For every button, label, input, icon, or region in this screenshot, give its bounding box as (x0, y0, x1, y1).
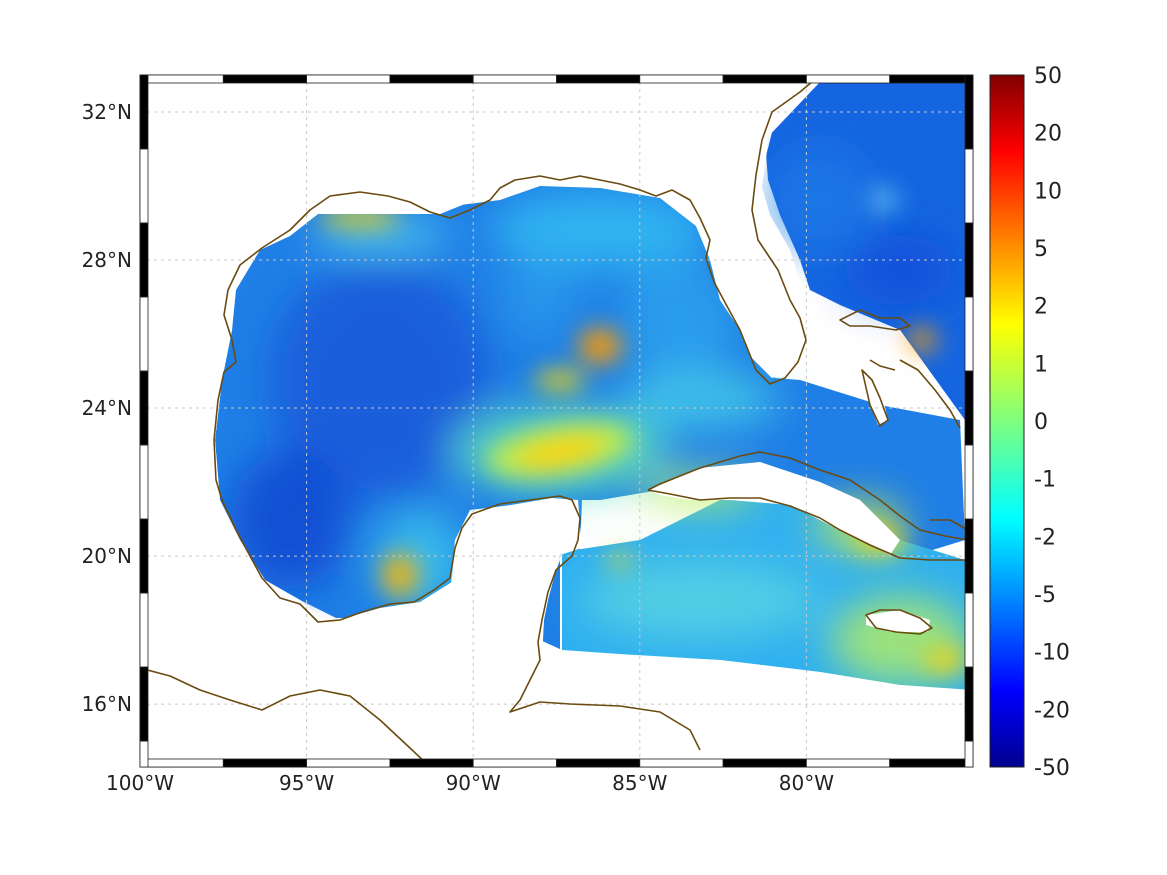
frame-right-segment (964, 518, 974, 594)
coastline-cuba (647, 451, 969, 561)
land-us-north (140, 75, 820, 440)
frame-left-segment (139, 666, 149, 742)
colorbar-label-3: 5 (1034, 237, 1048, 262)
frame-right-segment (964, 148, 974, 224)
frame-top-segment (472, 74, 557, 84)
frame-right-segment (964, 370, 974, 446)
frame-left-segment (139, 370, 149, 446)
frame-bottom-segment (889, 758, 974, 768)
frame-bottom-segment (389, 758, 474, 768)
land-south-band (562, 650, 973, 767)
frame-left-segment (139, 740, 149, 768)
colorbar-label-1: 20 (1034, 122, 1062, 147)
frame-top-segment (889, 74, 974, 84)
colorbar-label-9: -5 (1034, 583, 1056, 608)
frame-bottom-segment (806, 758, 891, 768)
frame-left-segment (139, 74, 149, 150)
frame-bottom-segment (306, 758, 391, 768)
coastline-bahamas (839, 309, 961, 429)
lon-tick-label-4: 80°W (779, 771, 834, 795)
coastline-us-gulf (213, 75, 821, 643)
frame-left-segment (139, 592, 149, 668)
colorbar-label-2: 10 (1034, 179, 1062, 204)
frame-right-segment (964, 222, 974, 298)
coastline-yucatan-south (509, 641, 701, 751)
land-mexico-west (140, 440, 582, 767)
frame-left-segment (139, 222, 149, 298)
frame-right-segment (964, 592, 974, 668)
coastlines (140, 75, 969, 767)
colorbar-gradient (989, 74, 1025, 768)
colorbar-label-0: 50 (1034, 64, 1062, 89)
frame-left-segment (139, 444, 149, 520)
coastline-jamaica (865, 609, 933, 635)
colorbar-label-10: -10 (1034, 641, 1070, 666)
frame-bottom-segment (222, 758, 308, 768)
latitude-tick-labels: 32°N 28°N 24°N 20°N 16°N (82, 100, 132, 716)
lon-tick-label-2: 90°W (446, 771, 501, 795)
land-florida (712, 120, 808, 378)
longitude-tick-labels: 100°W 95°W 90°W 85°W 80°W (106, 771, 834, 795)
frame-bottom-segment (639, 758, 724, 768)
frame-right-segment (964, 740, 974, 768)
frame-top-segment (389, 74, 474, 84)
lat-tick-label-0: 32°N (82, 100, 132, 124)
frame-top-segment (722, 74, 807, 84)
land-cuba (648, 462, 900, 555)
frame-bottom-segment (556, 758, 641, 768)
colorbar-label-7: -1 (1034, 468, 1056, 493)
frame-top-segment (639, 74, 724, 84)
colorbar-label-11: -20 (1034, 698, 1070, 723)
frame-bottom-segment (139, 758, 224, 768)
lon-tick-label-0: 100°W (106, 771, 174, 795)
map-frame (139, 74, 974, 768)
colorbar-label-6: 0 (1034, 410, 1048, 435)
colorbar-label-12: -50 (1034, 756, 1070, 781)
lat-tick-label-4: 16°N (82, 692, 132, 716)
frame-top-segment (222, 74, 308, 84)
gridlines (140, 75, 973, 767)
frame-top-segment (306, 74, 391, 84)
coastline-hispaniola (930, 519, 969, 531)
land-bahamas (862, 370, 888, 425)
lon-tick-label-3: 85°W (612, 771, 667, 795)
frame-bottom-segment (472, 758, 557, 768)
colorbar-label-8: -2 (1034, 525, 1056, 550)
frame-left-segment (139, 296, 149, 372)
frame-bottom-segment (722, 758, 807, 768)
frame-left-segment (139, 148, 149, 224)
lon-tick-label-1: 95°W (279, 771, 334, 795)
frame-right-segment (964, 74, 974, 150)
frame-right-segment (964, 296, 974, 372)
frame-top-segment (806, 74, 891, 84)
colorbar-label-4: 2 (1034, 295, 1048, 320)
frame-right-segment (964, 444, 974, 520)
frame-right-segment (964, 666, 974, 742)
colorbar-label-5: 1 (1034, 352, 1048, 377)
frame-top-segment (139, 74, 224, 84)
frame-left-segment (139, 518, 149, 594)
frame-top-segment (556, 74, 641, 84)
lat-tick-label-2: 24°N (82, 396, 132, 420)
coastline-central-america (140, 667, 431, 767)
lat-tick-label-1: 28°N (82, 248, 132, 272)
lat-tick-label-3: 20°N (82, 544, 132, 568)
